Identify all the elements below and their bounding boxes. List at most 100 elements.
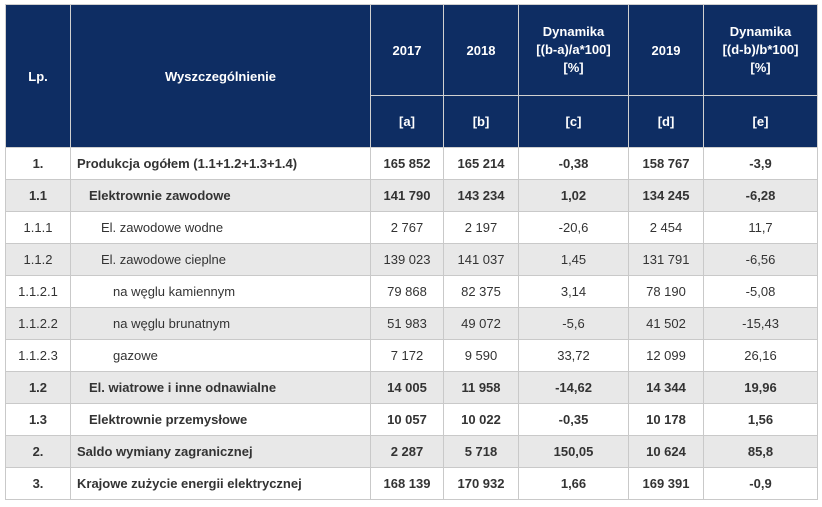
cell-value: 165 852 bbox=[370, 147, 444, 180]
row-label: El. zawodowe wodne bbox=[70, 211, 371, 244]
row-number: 1.1 bbox=[5, 179, 71, 212]
row-label: El. zawodowe cieplne bbox=[70, 243, 371, 276]
data-table: Lp. Wyszczególnienie 2017 2018 Dynamika … bbox=[5, 4, 818, 500]
cell-value: -6,28 bbox=[703, 179, 818, 212]
cell-value: -14,62 bbox=[518, 371, 629, 404]
table-header: Lp. Wyszczególnienie 2017 2018 Dynamika … bbox=[5, 4, 818, 148]
row-label: Krajowe zużycie energii elektrycznej bbox=[70, 467, 371, 500]
header-line: Dynamika bbox=[542, 24, 605, 39]
cell-value: -5,08 bbox=[703, 275, 818, 308]
cell-value: 2 454 bbox=[628, 211, 704, 244]
cell-value: 10 057 bbox=[370, 403, 444, 436]
cell-value: 143 234 bbox=[443, 179, 519, 212]
cell-value: 169 391 bbox=[628, 467, 704, 500]
table-row: 3. Krajowe zużycie energii elektrycznej 16… bbox=[5, 467, 818, 500]
row-label: Elektrownie przemysłowe bbox=[70, 403, 371, 436]
cell-value: -6,56 bbox=[703, 243, 818, 276]
cell-value: 5 718 bbox=[443, 435, 519, 468]
table-row: 1.3 Elektrownie przemysłowe 10 057 10 022 -0… bbox=[5, 403, 818, 436]
cell-value: -15,43 bbox=[703, 307, 818, 340]
header-cell: [b] bbox=[443, 95, 519, 148]
header-cell: Wyszczególnienie bbox=[70, 4, 371, 148]
table-row: 1.2 El. wiatrowe i inne odnawialne 14 005 1… bbox=[5, 371, 818, 404]
cell-value: -0,35 bbox=[518, 403, 629, 436]
cell-value: 1,02 bbox=[518, 179, 629, 212]
cell-value: 2 287 bbox=[370, 435, 444, 468]
cell-value: 26,16 bbox=[703, 339, 818, 372]
cell-value: 2 197 bbox=[443, 211, 519, 244]
cell-value: 14 344 bbox=[628, 371, 704, 404]
cell-value: -0,9 bbox=[703, 467, 818, 500]
cell-value: 139 023 bbox=[370, 243, 444, 276]
cell-value: -20,6 bbox=[518, 211, 629, 244]
cell-value: 51 983 bbox=[370, 307, 444, 340]
header-cell: [a] bbox=[370, 95, 444, 148]
header-cell: [e] bbox=[703, 95, 818, 148]
cell-value: 7 172 bbox=[370, 339, 444, 372]
row-number: 3. bbox=[5, 467, 71, 500]
cell-value: -3,9 bbox=[703, 147, 818, 180]
header-cell: 2017 bbox=[370, 4, 444, 96]
cell-value: 134 245 bbox=[628, 179, 704, 212]
row-number: 1.3 bbox=[5, 403, 71, 436]
row-label: El. wiatrowe i inne odnawialne bbox=[70, 371, 371, 404]
table-row: 1.1.1 El. zawodowe wodne 2 767 2 197 -20,6 2 … bbox=[5, 211, 818, 244]
cell-value: -0,38 bbox=[518, 147, 629, 180]
row-number: 1.2 bbox=[5, 371, 71, 404]
cell-value: 150,05 bbox=[518, 435, 629, 468]
cell-value: 141 037 bbox=[443, 243, 519, 276]
cell-value: 11,7 bbox=[703, 211, 818, 244]
cell-value: 41 502 bbox=[628, 307, 704, 340]
cell-value: 78 190 bbox=[628, 275, 704, 308]
header-cell: [d] bbox=[628, 95, 704, 148]
cell-value: 170 932 bbox=[443, 467, 519, 500]
cell-value: 19,96 bbox=[703, 371, 818, 404]
cell-value: 158 767 bbox=[628, 147, 704, 180]
row-label: gazowe bbox=[70, 339, 371, 372]
cell-value: 85,8 bbox=[703, 435, 818, 468]
cell-value: 12 099 bbox=[628, 339, 704, 372]
row-number: 1. bbox=[5, 147, 71, 180]
cell-value: 10 624 bbox=[628, 435, 704, 468]
cell-value: 49 072 bbox=[443, 307, 519, 340]
header-line: Dynamika bbox=[729, 24, 792, 39]
header-line: [(d-b)/b*100] bbox=[722, 42, 799, 57]
cell-value: 141 790 bbox=[370, 179, 444, 212]
table-row: 1.1.2.3 gazowe 7 172 9 590 33,72 12 099 26,16 bbox=[5, 339, 818, 372]
header-cell: Lp. bbox=[5, 4, 71, 148]
cell-value: 1,66 bbox=[518, 467, 629, 500]
cell-value: 14 005 bbox=[370, 371, 444, 404]
header-cell: Dynamika [(b-a)/a*100] [%] bbox=[518, 4, 629, 96]
row-label: na węglu brunatnym bbox=[70, 307, 371, 340]
cell-value: 165 214 bbox=[443, 147, 519, 180]
header-cell: 2019 bbox=[628, 4, 704, 96]
row-number: 1.1.2.1 bbox=[5, 275, 71, 308]
cell-value: 2 767 bbox=[370, 211, 444, 244]
cell-value: 3,14 bbox=[518, 275, 629, 308]
row-label: Elektrownie zawodowe bbox=[70, 179, 371, 212]
header-cell: 2018 bbox=[443, 4, 519, 96]
cell-value: 168 139 bbox=[370, 467, 444, 500]
table-row: 1. Produkcja ogółem (1.1+1.2+1.3+1.4) 165 … bbox=[5, 147, 818, 180]
header-row: [a] [b] [c] [d] [e] bbox=[6, 95, 818, 148]
cell-value: 10 022 bbox=[443, 403, 519, 436]
cell-value: 1,56 bbox=[703, 403, 818, 436]
row-number: 1.1.1 bbox=[5, 211, 71, 244]
row-number: 1.1.2 bbox=[5, 243, 71, 276]
table-row: 1.1 Elektrownie zawodowe 141 790 143 234 1,0… bbox=[5, 179, 818, 212]
cell-value: 79 868 bbox=[370, 275, 444, 308]
table-row: 1.1.2.1 na węglu kamiennym 79 868 82 375 3,1… bbox=[5, 275, 818, 308]
row-label: Produkcja ogółem (1.1+1.2+1.3+1.4) bbox=[70, 147, 371, 180]
header-row: Lp. Wyszczególnienie 2017 2018 Dynamika … bbox=[5, 4, 818, 148]
row-label: Saldo wymiany zagranicznej bbox=[70, 435, 371, 468]
header-line: [%] bbox=[563, 60, 584, 75]
cell-value: 10 178 bbox=[628, 403, 704, 436]
header-line: [%] bbox=[750, 60, 771, 75]
table-body: 1. Produkcja ogółem (1.1+1.2+1.3+1.4) 165 … bbox=[5, 147, 818, 500]
table-row: 2. Saldo wymiany zagranicznej 2 287 5 718 15… bbox=[5, 435, 818, 468]
cell-value: 131 791 bbox=[628, 243, 704, 276]
cell-value: 11 958 bbox=[443, 371, 519, 404]
table-row: 1.1.2 El. zawodowe cieplne 139 023 141 037 1… bbox=[5, 243, 818, 276]
row-number: 1.1.2.2 bbox=[5, 307, 71, 340]
